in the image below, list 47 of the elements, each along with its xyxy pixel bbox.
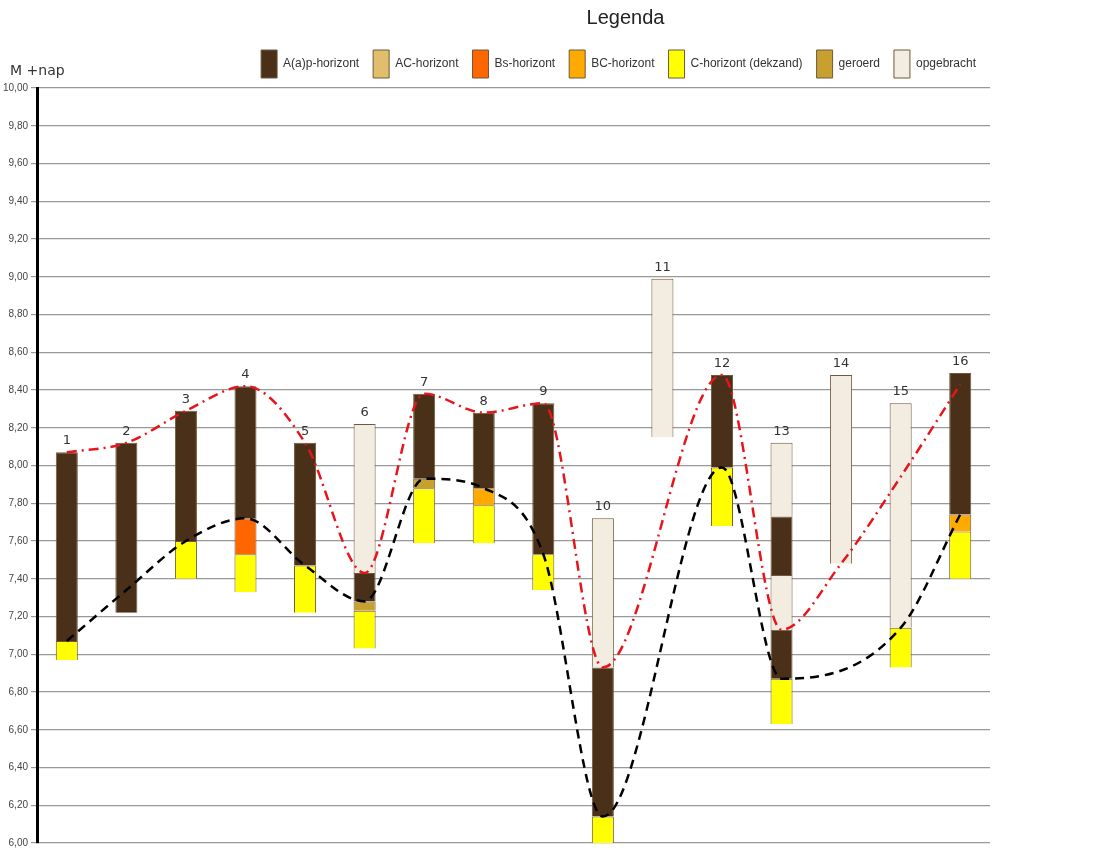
legend-title: Legenda (586, 5, 666, 28)
x-tick-label: 1 (62, 432, 71, 448)
x-tick-label: 10 (594, 498, 612, 514)
y-tick-label: 6,20 (8, 799, 29, 810)
x-tick-label: 8 (479, 392, 488, 408)
line-series (65, 466, 962, 818)
legend-label: A(a)p-horizont (283, 56, 360, 71)
y-tick-label: 9,40 (8, 195, 29, 206)
y-tick-label: 6,40 (8, 761, 29, 773)
y-tick-label: 8,60 (8, 346, 29, 357)
x-tick-label: 16 (951, 352, 969, 368)
x-tick-label: 6 (360, 403, 369, 419)
legend-label: geroerd (838, 56, 880, 71)
x-tick-label: 9 (539, 383, 548, 399)
x-tick-label: 2 (122, 422, 131, 438)
x-tick-label: 4 (241, 366, 250, 382)
y-tick-label: 8,40 (8, 383, 29, 395)
x-tick-label: 13 (773, 422, 790, 438)
x-tick-label: 12 (713, 354, 731, 370)
y-tick-label: 6,60 (8, 723, 29, 735)
x-tick-label: 14 (832, 354, 850, 370)
x-tick-label: 11 (654, 258, 671, 274)
y-tick-label: 7,00 (8, 648, 29, 659)
y-tick-label: 9,80 (8, 119, 29, 131)
y-tick-label: 8,20 (8, 421, 29, 433)
y-tick-label: 7,60 (8, 534, 29, 546)
y-tick-label: 9,00 (8, 270, 29, 282)
legend-label: Bs-horizont (494, 56, 556, 71)
y-tick-label: 7,40 (8, 572, 29, 584)
y-axis-title: M +nap (10, 61, 65, 78)
y-tick-label: 6,80 (8, 685, 29, 697)
legend-label: opgebracht (915, 56, 977, 71)
x-tick-label: 15 (892, 383, 909, 399)
x-tick-label: 5 (300, 422, 310, 438)
y-tick-label: 8,00 (8, 459, 29, 471)
y-tick-label: 10,00 (2, 81, 29, 93)
y-tick-label: 7,20 (8, 610, 29, 622)
y-tick-label: 8,80 (8, 308, 29, 320)
y-tick-label: 9,60 (8, 157, 29, 169)
legend-label: AC-horizont (395, 56, 460, 71)
legend-label: C-horizont (dekzand) (690, 56, 803, 71)
y-tick-label: 9,20 (8, 232, 29, 244)
x-tick-label: 3 (181, 390, 191, 406)
y-tick-label: 7,80 (8, 497, 29, 508)
y-tick-label: 6,00 (8, 836, 29, 848)
legend-label: BC-horizont (591, 56, 656, 71)
x-tick-label: 7 (420, 373, 429, 389)
